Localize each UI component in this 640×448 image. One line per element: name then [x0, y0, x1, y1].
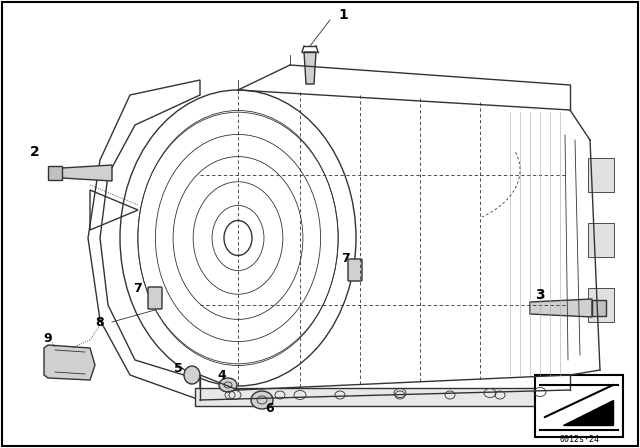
FancyBboxPatch shape	[592, 300, 606, 316]
Text: 3: 3	[535, 288, 545, 302]
Text: 8: 8	[96, 315, 104, 328]
Text: 7: 7	[340, 251, 349, 264]
Text: 0012s·24: 0012s·24	[559, 435, 599, 444]
FancyBboxPatch shape	[195, 388, 570, 406]
Ellipse shape	[251, 391, 273, 409]
Text: 9: 9	[44, 332, 52, 345]
FancyBboxPatch shape	[348, 259, 362, 281]
FancyBboxPatch shape	[588, 158, 614, 192]
FancyBboxPatch shape	[588, 223, 614, 257]
Text: 1: 1	[338, 8, 348, 22]
Polygon shape	[530, 299, 592, 317]
Ellipse shape	[184, 366, 200, 384]
Text: 5: 5	[173, 362, 182, 375]
FancyBboxPatch shape	[535, 375, 623, 437]
Text: 2: 2	[30, 145, 40, 159]
Text: 4: 4	[218, 369, 227, 382]
Text: 6: 6	[266, 401, 275, 414]
FancyBboxPatch shape	[148, 287, 162, 309]
Polygon shape	[304, 52, 316, 84]
Polygon shape	[44, 345, 95, 380]
Ellipse shape	[219, 378, 237, 392]
Polygon shape	[563, 400, 613, 425]
Polygon shape	[62, 165, 112, 181]
Text: 7: 7	[134, 281, 142, 294]
FancyBboxPatch shape	[48, 166, 62, 180]
FancyBboxPatch shape	[588, 288, 614, 322]
